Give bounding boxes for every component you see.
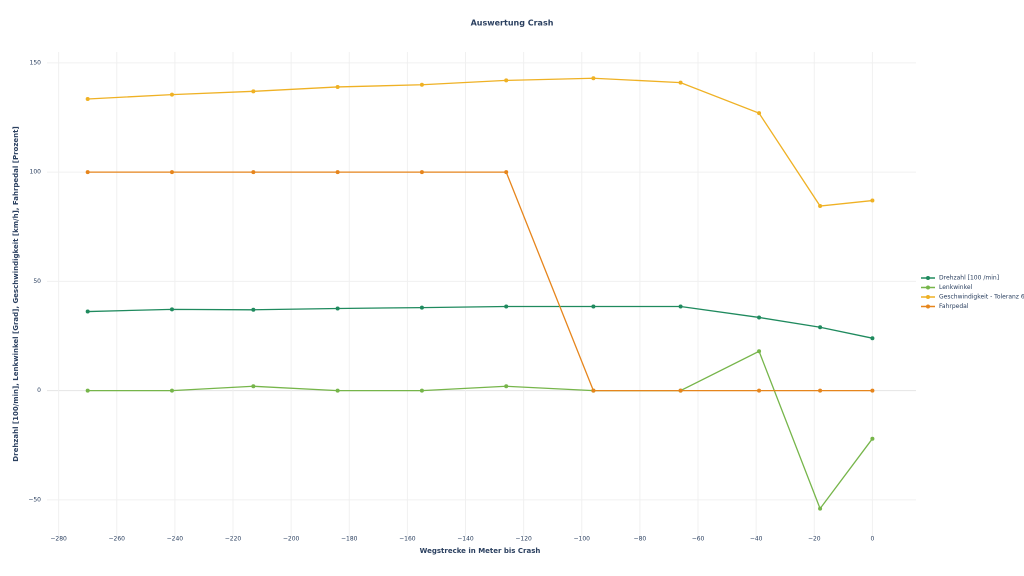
data-point <box>169 170 174 175</box>
x-tick-label: −20 <box>808 536 821 543</box>
data-point <box>85 388 90 393</box>
x-tick-label: −180 <box>341 536 358 543</box>
data-point <box>870 436 875 441</box>
y-tick-label: 50 <box>33 278 41 285</box>
x-tick-label: −140 <box>457 536 474 543</box>
data-point <box>757 388 762 393</box>
data-point <box>818 506 823 511</box>
legend-marker <box>926 276 930 280</box>
data-point <box>870 388 875 393</box>
legend-label: Fahrpedal <box>939 303 969 310</box>
x-tick-label: −280 <box>50 536 67 543</box>
data-point <box>169 307 174 312</box>
data-point <box>504 170 509 175</box>
series-line <box>87 305 873 339</box>
data-point <box>591 388 596 393</box>
data-point <box>818 204 823 209</box>
x-axis-title: Wegstrecke in Meter bis Crash <box>420 547 541 555</box>
y-tick-label: 100 <box>30 169 42 176</box>
data-point <box>504 78 509 83</box>
data-point <box>870 336 875 341</box>
x-tick-label: −100 <box>574 536 591 543</box>
data-point <box>335 84 340 89</box>
data-point <box>251 89 256 94</box>
data-point <box>251 170 256 175</box>
x-tick-label: −220 <box>225 536 242 543</box>
legend-label: Geschwindigkeit - Toleranz 6P <box>939 294 1024 301</box>
series-line <box>87 77 873 207</box>
data-point <box>85 170 90 175</box>
data-point <box>818 325 823 330</box>
data-point <box>251 384 256 389</box>
data-point <box>335 170 340 175</box>
data-point <box>870 198 875 203</box>
data-point <box>419 305 424 310</box>
data-point <box>335 306 340 311</box>
x-tick-label: −120 <box>515 536 532 543</box>
legend-label: Lenkwinkel <box>939 284 973 291</box>
x-tick-label: 0 <box>870 536 874 543</box>
data-point <box>818 388 823 393</box>
data-point <box>504 384 509 389</box>
data-point <box>504 304 509 309</box>
x-tick-label: −240 <box>167 536 184 543</box>
data-point <box>591 304 596 309</box>
data-point <box>591 76 596 81</box>
x-tick-label: −160 <box>399 536 416 543</box>
chart-title: Auswertung Crash <box>471 19 554 28</box>
y-axis-title: Drehzahl [100/min], Lenkwinkel [Grad], G… <box>12 126 20 461</box>
data-point <box>169 92 174 97</box>
data-point <box>251 307 256 312</box>
data-point <box>678 80 683 85</box>
data-point <box>678 388 683 393</box>
data-point <box>419 388 424 393</box>
data-point <box>85 96 90 101</box>
data-point <box>85 309 90 314</box>
y-tick-label: 0 <box>37 387 41 394</box>
data-point <box>757 315 762 320</box>
legend-marker <box>926 285 930 290</box>
y-tick-label: 150 <box>30 59 42 66</box>
x-tick-label: −200 <box>283 536 300 543</box>
data-point <box>757 349 762 354</box>
series-line <box>87 350 873 510</box>
data-point <box>169 388 174 393</box>
data-point <box>419 82 424 87</box>
x-tick-label: −60 <box>692 536 705 543</box>
data-point <box>757 111 762 116</box>
x-tick-label: −260 <box>109 536 126 543</box>
data-point <box>419 170 424 175</box>
data-point <box>335 388 340 393</box>
data-point <box>678 304 683 309</box>
y-tick-label: −50 <box>28 496 41 503</box>
legend-marker <box>926 304 930 309</box>
x-tick-label: −80 <box>634 536 647 543</box>
legend-label: Drehzahl [100 /min] <box>939 275 999 282</box>
x-tick-label: −40 <box>750 536 763 543</box>
legend-marker <box>926 295 930 299</box>
